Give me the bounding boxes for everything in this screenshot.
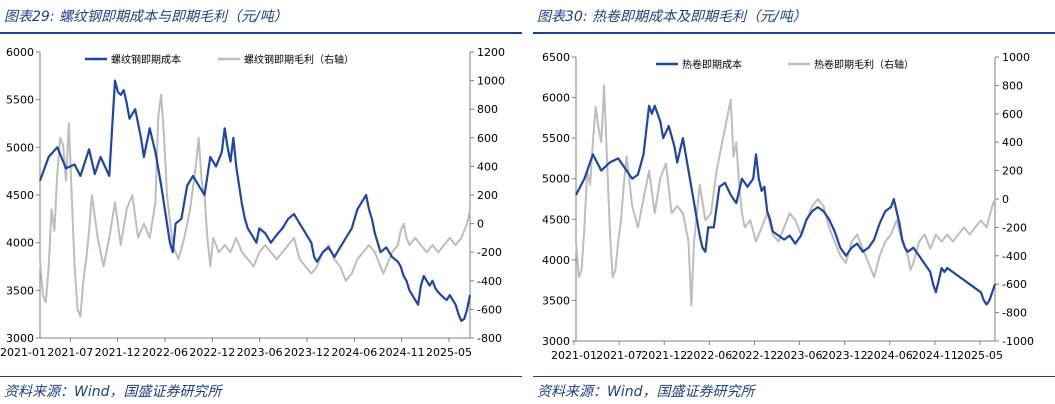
x-axis-tick-label: 2024-06 (331, 346, 377, 359)
left-axis-tick-label: 3500 (6, 284, 34, 297)
x-axis-tick-label: 2024-11 (379, 346, 425, 359)
line-chart: 6000550050004500400035003000120010008006… (0, 46, 505, 359)
left-axis-tick-label: 3000 (6, 332, 34, 345)
right-axis-tick-label: 1200 (477, 46, 505, 59)
series-line-cost (38, 79, 472, 322)
title-divider (0, 32, 522, 34)
x-axis-tick-label: 2024-06 (867, 349, 913, 362)
source-note: 资料来源：Wind，国盛证券研究所 (537, 384, 755, 400)
x-axis-tick-label: 2021-01 (0, 346, 46, 359)
x-axis-tick-label: 2022-12 (731, 349, 777, 362)
right-axis-tick-label: -600 (477, 303, 502, 316)
right-axis-tick-label: -200 (1002, 221, 1027, 234)
legend-label: 热卷即期毛利（右轴） (814, 58, 914, 71)
title-divider (533, 32, 1055, 34)
chart-panel-steel-rebar: 图表29: 螺纹钢即期成本与即期毛利（元/吨） 6000 5500 5000 4500… (0, 0, 522, 404)
right-axis-tick-label: -400 (477, 275, 502, 288)
right-axis-tick-label: -800 (477, 332, 502, 345)
x-axis-tick-label: 2022-06 (142, 346, 188, 359)
series-line-margin (575, 84, 996, 307)
source-divider (533, 376, 1055, 377)
left-axis-tick-label: 4500 (542, 213, 570, 226)
left-axis-tick-label: 5000 (6, 141, 34, 154)
right-axis-tick-label: -600 (1002, 278, 1027, 291)
legend-label: 热卷即期成本 (682, 58, 742, 71)
left-axis-tick-label: 4500 (6, 189, 34, 202)
left-axis-tick-label: 3500 (542, 294, 570, 307)
x-axis-tick-label: 2021-12 (95, 346, 141, 359)
x-axis-tick-label: 2022-12 (189, 346, 235, 359)
right-axis-tick-label: 800 (1002, 79, 1023, 92)
right-axis-tick-label: 0 (477, 218, 484, 231)
legend-label: 螺纹钢即期毛利（右轴） (244, 53, 354, 66)
left-axis-tick-label: 5500 (6, 94, 34, 107)
left-axis-tick-label: 6500 (542, 51, 570, 64)
x-axis-tick-label: 2025-05 (957, 349, 1003, 362)
left-axis-tick-label: 5000 (542, 173, 570, 186)
line-chart: 6500600055005000450040003500300010008006… (542, 51, 1034, 362)
source-note: 资料来源：Wind，国盛证券研究所 (4, 384, 222, 400)
chart-panel-hot-coil: 图表30: 热卷即期成本及即期毛利（元/吨） 6500 6000 5500 5000 4… (533, 0, 1055, 404)
source-divider (0, 376, 522, 377)
right-axis-tick-label: -200 (477, 246, 502, 259)
series-line-margin (39, 93, 471, 318)
right-axis-tick-label: 200 (477, 189, 498, 202)
x-axis-tick-label: 2023-06 (237, 346, 283, 359)
figure-title: 图表30: 热卷即期成本及即期毛利（元/吨） (537, 9, 807, 25)
right-axis-tick-label: -800 (1002, 307, 1027, 320)
x-axis-tick-label: 2021-01 (551, 349, 597, 362)
left-axis-tick-label: 5500 (542, 132, 570, 145)
x-axis-tick-label: 2021-07 (47, 346, 93, 359)
left-axis-tick-label: 3000 (542, 335, 570, 348)
left-axis-tick-label: 6000 (542, 92, 570, 105)
series-line-cost (575, 104, 997, 306)
right-axis-tick-label: 400 (477, 160, 498, 173)
x-axis-tick-label: 2023-12 (284, 346, 330, 359)
x-axis-tick-label: 2025-05 (426, 346, 472, 359)
left-axis-tick-label: 6000 (6, 46, 34, 59)
x-axis-tick-label: 2022-06 (686, 349, 732, 362)
right-axis-tick-label: 600 (477, 132, 498, 145)
left-axis-tick-label: 4000 (6, 237, 34, 250)
right-axis-tick-label: 400 (1002, 136, 1023, 149)
x-axis-tick-label: 2023-12 (822, 349, 868, 362)
right-axis-tick-label: -400 (1002, 250, 1027, 263)
right-axis-tick-label: 800 (477, 103, 498, 116)
right-axis-tick-label: 600 (1002, 108, 1023, 121)
x-axis-tick-label: 2021-07 (596, 349, 642, 362)
right-axis-tick-label: 1000 (477, 75, 505, 88)
right-axis-tick-label: 0 (1002, 193, 1009, 206)
x-axis-tick-label: 2023-06 (777, 349, 823, 362)
left-axis-tick-label: 4000 (542, 254, 570, 267)
right-axis-tick-label: 200 (1002, 165, 1023, 178)
x-axis-tick-label: 2024-11 (912, 349, 958, 362)
x-axis-tick-label: 2021-12 (641, 349, 687, 362)
right-axis-tick-label: -1000 (1002, 335, 1034, 348)
figure-title: 图表29: 螺纹钢即期成本与即期毛利（元/吨） (4, 9, 288, 25)
legend-label: 螺纹钢即期成本 (111, 53, 181, 66)
right-axis-tick-label: 1000 (1002, 51, 1030, 64)
